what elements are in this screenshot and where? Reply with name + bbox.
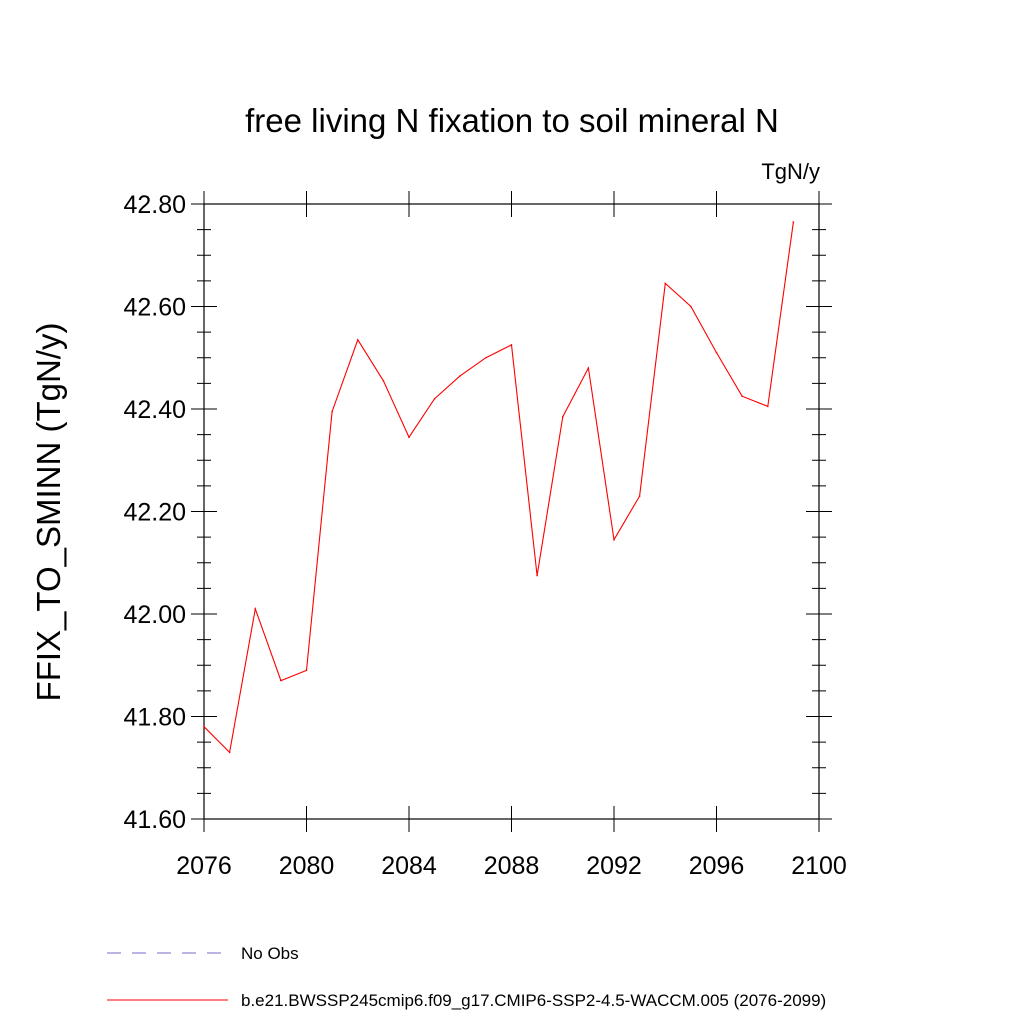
x-tick-label: 2088 [484, 852, 540, 880]
data-point [305, 669, 308, 672]
y-tick-label: 42.40 [123, 396, 186, 424]
x-tick-label: 2080 [279, 852, 335, 880]
data-point [485, 356, 487, 359]
y-tick-label: 41.60 [123, 806, 186, 834]
data-point [741, 395, 743, 397]
x-tick-label: 2076 [176, 852, 232, 880]
y-tick-label: 41.80 [123, 704, 186, 732]
y-tick-label: 42.20 [123, 499, 186, 527]
data-point [433, 397, 436, 400]
data-point [203, 725, 205, 728]
data-point [331, 410, 333, 413]
legend: No Obs b.e21.BWSSP245cmip6.f09_g17.CMIP6-… [107, 944, 826, 1010]
chart-title: free living N fixation to soil mineral N [245, 102, 779, 139]
y-tick-label: 42.80 [123, 191, 186, 219]
x-tick-labels: 2076 2080 2084 2088 2092 2096 2100 [176, 852, 847, 880]
data-point [766, 405, 769, 408]
data-point [690, 305, 692, 308]
data-point [459, 374, 462, 377]
axis-ticks [191, 191, 832, 832]
data-point [356, 339, 359, 341]
data-point [715, 351, 718, 354]
plot-frame [203, 203, 820, 820]
legend-label: No Obs [241, 944, 299, 963]
data-point [536, 574, 538, 577]
data-point [792, 221, 795, 223]
x-tick-label: 2084 [381, 852, 437, 880]
data-point [664, 282, 667, 285]
data-point [587, 367, 590, 369]
y-axis-label: FFIX_TO_SMINN (TgN/y) [30, 323, 67, 702]
data-point [613, 538, 615, 541]
data-point [228, 751, 231, 754]
data-point [382, 380, 385, 382]
data-point [254, 608, 257, 610]
data-point [280, 679, 282, 682]
data-point [408, 436, 410, 438]
data-point [638, 495, 641, 497]
legend-label: b.e21.BWSSP245cmip6.f09_g17.CMIP6-SSP2-4… [241, 991, 826, 1010]
x-tick-label: 2092 [586, 852, 642, 880]
y-tick-label: 42.60 [123, 294, 186, 322]
data-point [510, 344, 513, 346]
data-point [561, 415, 564, 418]
y-tick-label: 42.00 [123, 601, 186, 629]
units-label: TgN/y [761, 159, 820, 184]
x-tick-label: 2100 [791, 852, 847, 880]
x-tick-label: 2096 [689, 852, 745, 880]
series-line [203, 221, 794, 754]
series-layer [203, 221, 795, 754]
y-tick-labels: 41.60 41.80 42.00 42.20 42.40 42.60 42.80 [123, 191, 186, 834]
